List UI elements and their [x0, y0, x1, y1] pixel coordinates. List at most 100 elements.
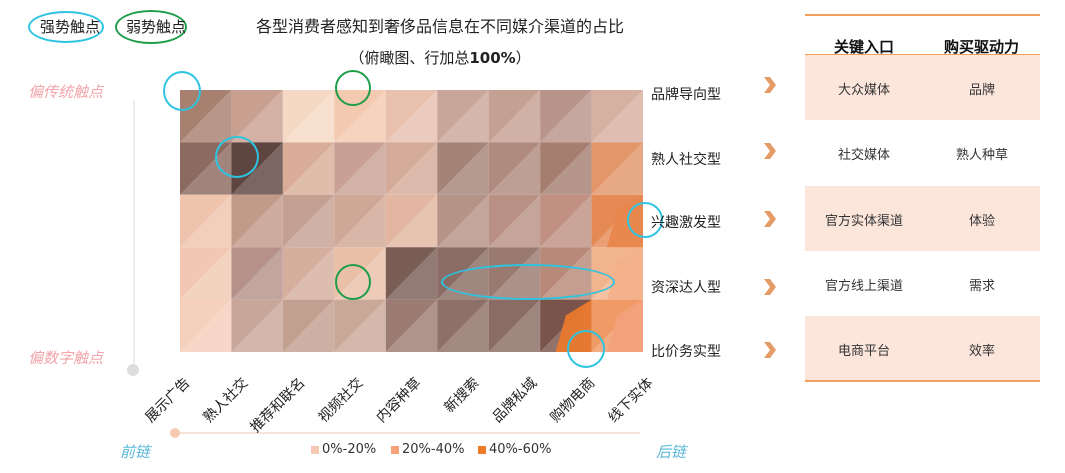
chain-label-front: 前链: [120, 443, 151, 461]
heatmap-cell-lower: [282, 247, 335, 300]
heatmap-cell-upper: [282, 299, 335, 352]
heatmap-cell-lower: [540, 142, 592, 195]
heatmap-cell-upper: [282, 247, 335, 300]
legend-weak: 弱势触点: [115, 10, 187, 44]
heatmap-cell-upper: [437, 247, 489, 300]
legend-swatch: [391, 445, 399, 454]
heatmap-cell-upper: [282, 90, 335, 143]
heatmap-cell-upper: [385, 299, 438, 352]
heatmap-cell-upper: [334, 142, 386, 195]
legend-label: 40%-60%: [489, 442, 552, 457]
table-header-line: [805, 54, 1040, 55]
chevron-right-icon: [764, 279, 776, 295]
legend-item: 40%-60%: [478, 442, 551, 457]
heatmap-cell-upper: [282, 194, 335, 248]
heatmap-cell-upper: [488, 90, 541, 143]
heatmap-cell-lower: [180, 90, 232, 143]
weak-touchpoint-circle: [335, 70, 371, 106]
heatmap-cell-lower: [282, 142, 335, 195]
entry-driver-table: 关键入口 购买驱动力 大众媒体 品牌 社交媒体 熟人种草 官方实体渠道 体验 官…: [805, 14, 1040, 382]
heatmap-cell-lower: [591, 142, 643, 195]
table-cell-driver: 熟人种草: [955, 148, 1008, 163]
chevron-right-icon: [764, 342, 776, 358]
strong-touchpoint-circle: [627, 202, 663, 238]
chevron-right-icon: [764, 77, 776, 93]
legend-strong: 强势触点: [28, 11, 104, 43]
heatmap-cell-lower: [385, 142, 438, 195]
heatmap-cell-upper: [231, 194, 283, 248]
vertical-axis-line: [133, 100, 135, 365]
legend-weak-ellipse: [115, 10, 187, 44]
table-row: 社交媒体 熟人种草: [805, 120, 1040, 185]
heatmap-cell-upper: [334, 194, 386, 248]
heatmap-cell-lower: [488, 299, 541, 352]
table-cell-entry: 官方线上渠道: [824, 279, 903, 294]
row-label: 兴趣激发型: [651, 215, 721, 231]
row-label: 品牌导向型: [651, 87, 721, 103]
weak-touchpoint-circle: [335, 264, 371, 300]
heatmap-cell-lower: [231, 90, 283, 143]
table-row: 官方线上渠道 需求: [805, 251, 1040, 316]
legend-strong-label: 强势触点: [40, 18, 101, 36]
row-label: 资深达人型: [651, 280, 721, 296]
heatmap-cell-lower: [334, 142, 386, 195]
subtitle-start: （俯瞰图、行加总: [349, 49, 470, 67]
heatmap-cell-upper: [334, 299, 386, 352]
heatmap-cell-lower: [540, 90, 592, 143]
heatmap-cell-lower: [437, 142, 489, 195]
heatmap-cell-lower: [385, 90, 438, 143]
legend-strong-ellipse: [28, 11, 104, 43]
table-row: 官方实体渠道 体验: [805, 186, 1040, 251]
heatmap-cells: [180, 90, 643, 352]
table-row: 电商平台 效率: [805, 316, 1040, 381]
heatmap-cell-upper: [437, 194, 489, 248]
chevron-right-icon: [764, 143, 776, 159]
horizontal-axis-line: [180, 432, 640, 434]
chevron-right-icon: [764, 211, 776, 227]
table-cell-driver: 效率: [968, 344, 995, 359]
heatmap-cell-upper: [231, 90, 283, 143]
heatmap-cell-lower: [488, 142, 541, 195]
heatmap-cell-lower: [282, 194, 335, 248]
legend-swatch: [311, 445, 319, 454]
legend-label: 20%-40%: [402, 442, 465, 457]
side-label-traditional: 偏传统触点: [28, 83, 104, 101]
heatmap-cell-lower: [540, 194, 592, 248]
heatmap-cell-lower: [488, 194, 541, 248]
heatmap-hotspot: [606, 299, 643, 352]
heatmap-cell-upper: [231, 299, 283, 352]
legend-item: 0%-20%: [311, 442, 376, 457]
heatmap-cell-lower: [334, 90, 386, 143]
legend-item: 20%-40%: [391, 442, 464, 457]
heatmap-cell-lower: [488, 90, 541, 143]
vertical-axis-dot: [127, 364, 139, 376]
subtitle-bold: 100%: [469, 49, 516, 67]
table-cell-driver: 体验: [968, 214, 995, 229]
table-header-driver: 购买驱动力: [943, 38, 1019, 56]
legend-weak-label: 弱势触点: [126, 18, 187, 36]
side-label-digital: 偏数字触点: [28, 349, 104, 367]
heatmap-cell-upper: [385, 90, 438, 143]
table-cell-entry: 官方实体渠道: [824, 214, 903, 229]
strong-touchpoint-ellipse: [441, 264, 615, 300]
heatmap-cell-lower: [437, 299, 489, 352]
heatmap-cell-upper: [385, 247, 438, 300]
heatmap-cell-lower: [180, 142, 232, 195]
chart-title: 各型消费者感知到奢侈品信息在不同媒介渠道的占比: [255, 17, 624, 36]
heatmap-cell-upper: [180, 247, 232, 300]
heatmap-cell-lower: [334, 194, 386, 248]
table-cell-driver: 品牌: [968, 83, 995, 98]
chain-label-back: 后链: [656, 443, 687, 461]
heatmap-cell-upper: [488, 194, 541, 248]
strong-touchpoint-circle: [567, 330, 605, 368]
table-cell-entry: 大众媒体: [837, 83, 890, 98]
heatmap-cell-lower: [334, 299, 386, 352]
row-label: 熟人社交型: [651, 152, 721, 168]
table-header-entry: 关键入口: [833, 38, 894, 56]
row-label: 比价务实型: [651, 344, 721, 360]
subtitle-end: ）: [515, 49, 531, 67]
table-cell-entry: 电商平台: [837, 344, 890, 359]
table-cell-entry: 社交媒体: [837, 148, 890, 163]
heatmap-cell-lower: [282, 90, 335, 143]
strong-touchpoint-circle: [215, 136, 259, 178]
